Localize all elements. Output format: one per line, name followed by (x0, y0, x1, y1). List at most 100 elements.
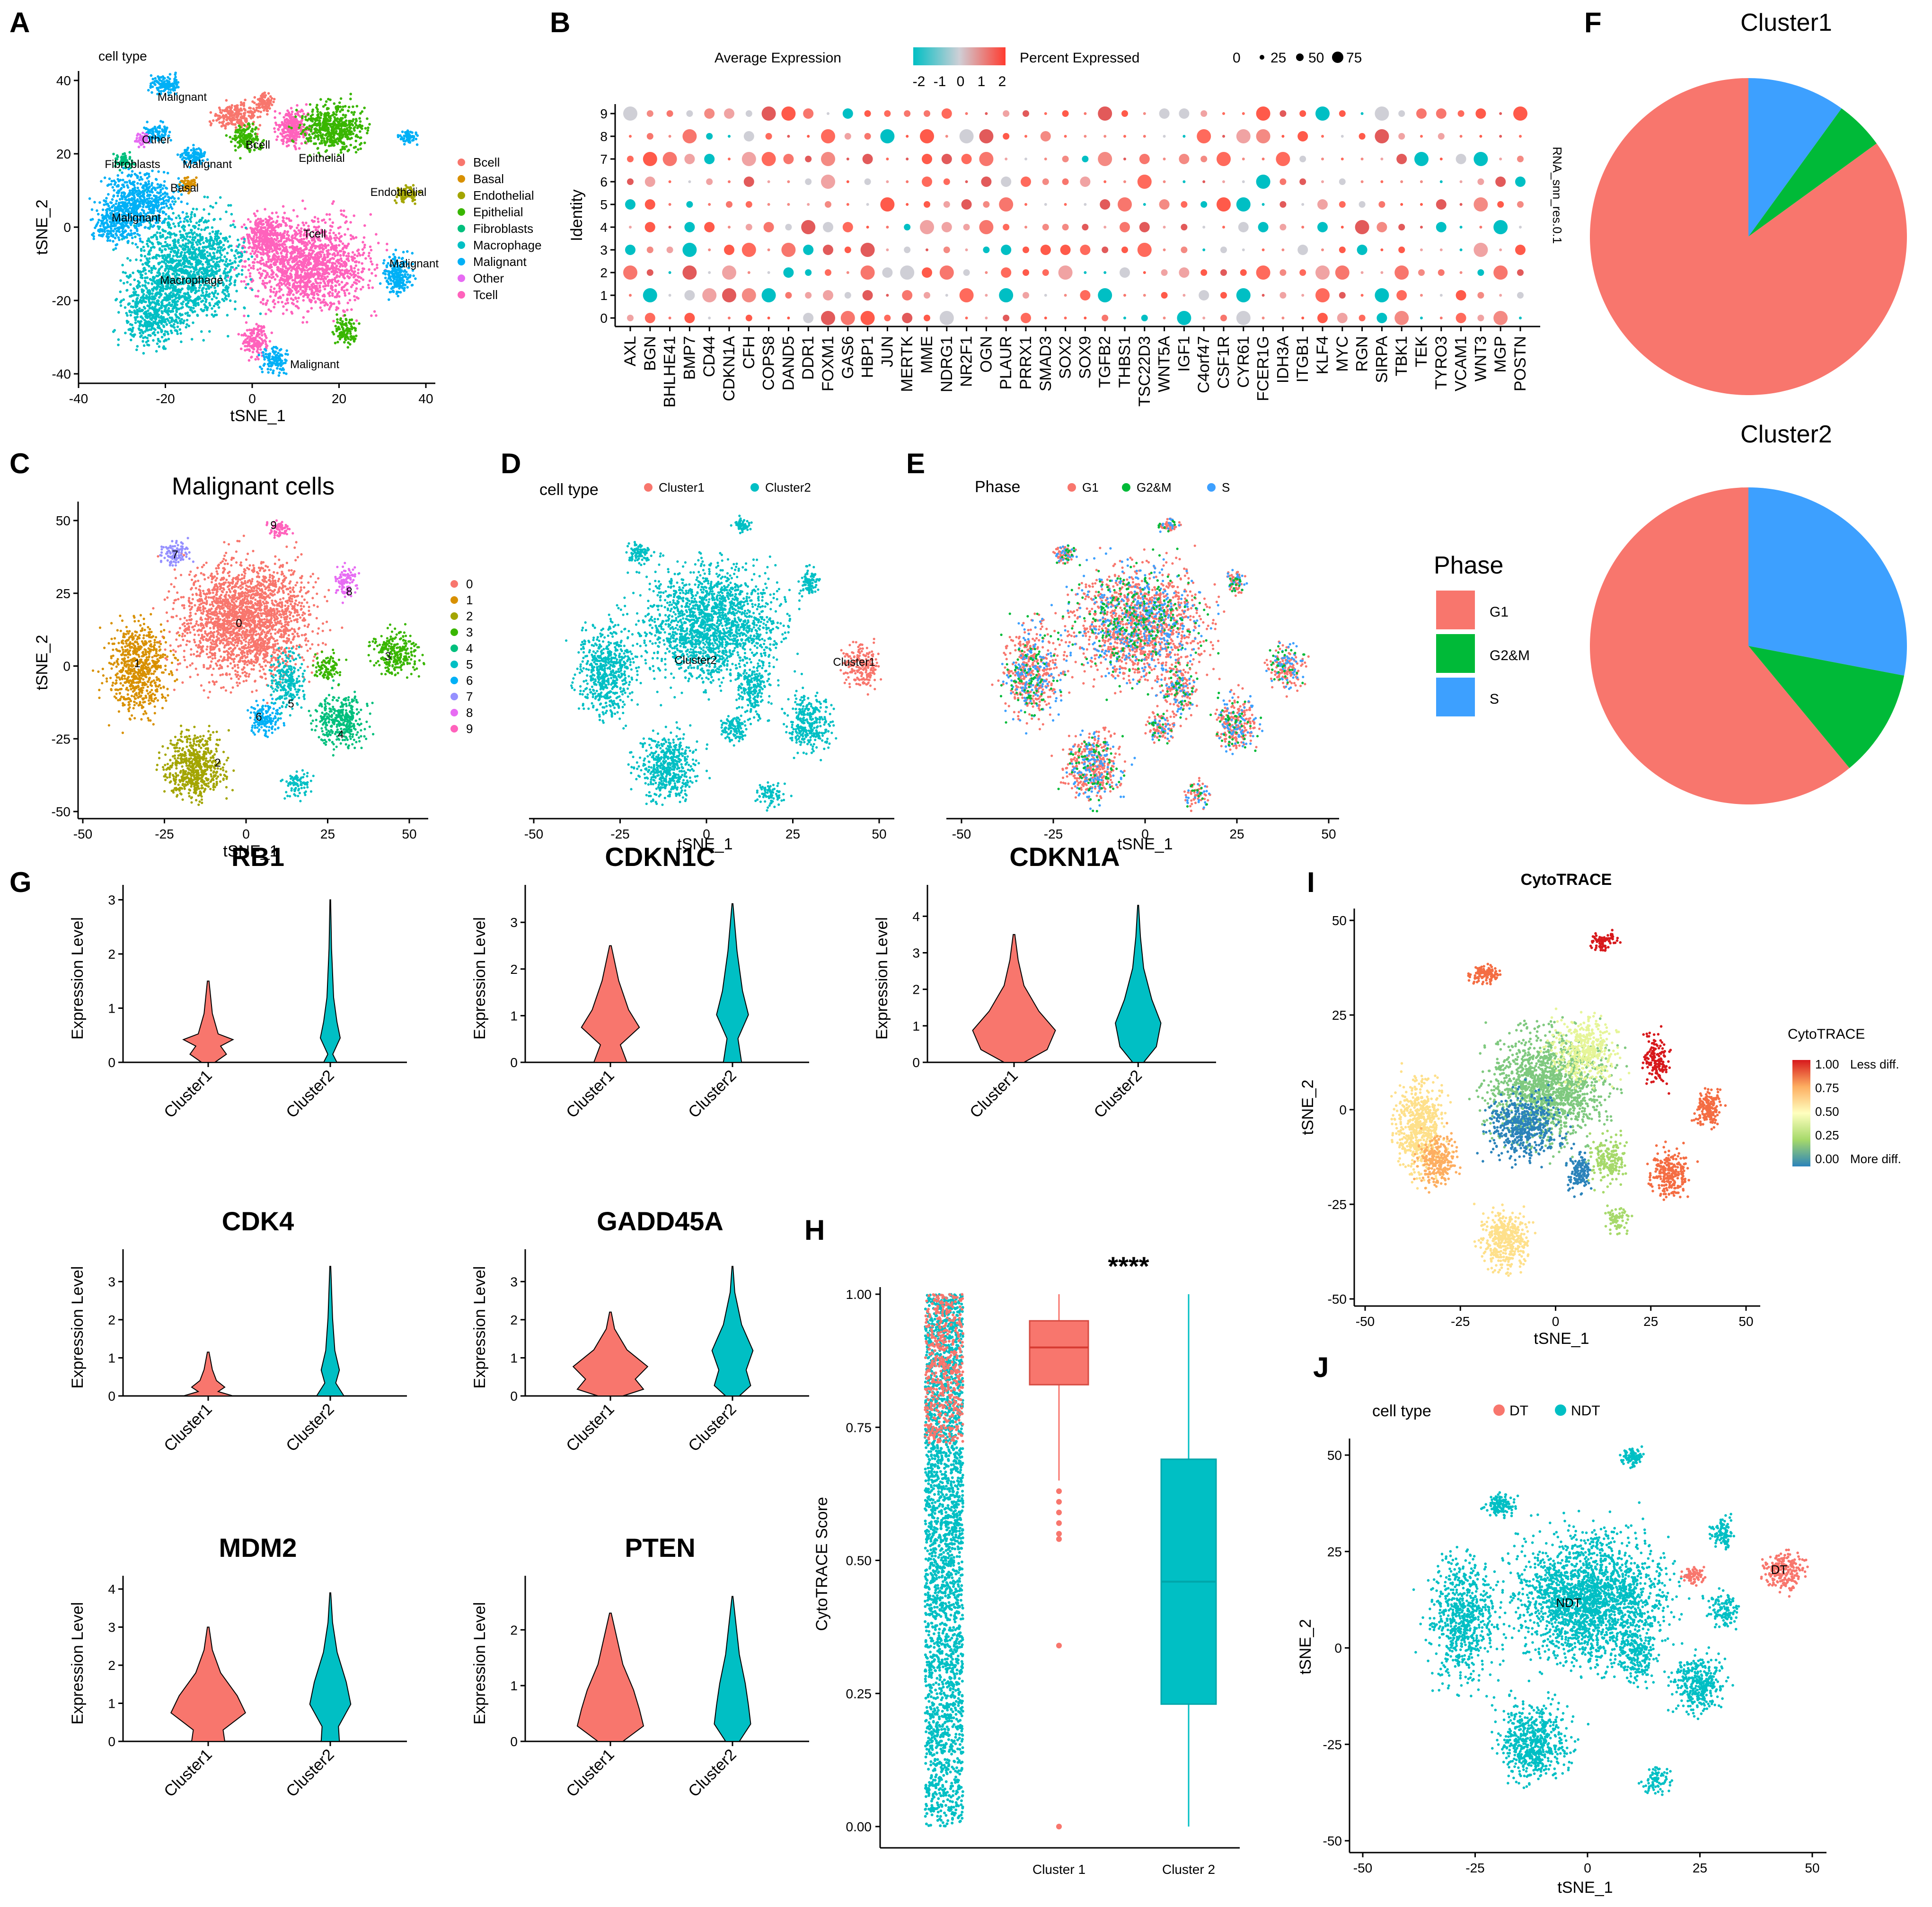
panel-b-dot (1279, 201, 1287, 208)
panel-c-legend-label: 3 (466, 625, 473, 639)
panel-i-points (1413, 1121, 1462, 1194)
panel-b-pct-tick: 75 (1346, 50, 1362, 66)
panel-i-points (1589, 928, 1622, 952)
violin-gene-title: CDKN1A (1009, 842, 1120, 872)
panel-j-legend-title: cell type (1372, 1402, 1431, 1420)
panel-b-dot (1197, 129, 1211, 143)
panel-c-legend-label: 8 (466, 706, 473, 720)
panel-b-dot (1339, 110, 1346, 117)
pie-1-slice-s (1748, 78, 1842, 237)
panel-i-xtick-label: 25 (1643, 1314, 1658, 1329)
panel-b-dot (1024, 203, 1027, 206)
panel-b-dot (1064, 135, 1067, 138)
panel-a-cluster-points (112, 265, 205, 355)
panel-b-dot (821, 311, 835, 325)
panel-b-dot (787, 203, 790, 206)
panel-d-points (627, 721, 711, 806)
panel-b-gene-label: MME (918, 336, 936, 373)
panel-d-points (797, 564, 821, 595)
panel-b-dot (646, 110, 653, 117)
panel-b-dot (728, 180, 731, 183)
panel-b-gene-label: SIRPA (1373, 336, 1391, 383)
panel-j-ytick-label: 0 (1334, 1641, 1342, 1656)
panel-b-dot (1242, 248, 1245, 251)
panel-b-dot (646, 247, 653, 253)
panel-j-points (1615, 1618, 1660, 1690)
panel-b-dot (1301, 203, 1305, 206)
panel-b-gene-label: CDKN1A (720, 336, 738, 401)
panel-b-dot (1163, 226, 1166, 229)
panel-c-legend-swatch (450, 709, 458, 716)
panel-b-dot (924, 292, 930, 299)
panel-b-dot (1236, 129, 1251, 143)
panel-b-dot (1420, 294, 1423, 297)
panel-a-cluster-points (100, 162, 192, 229)
violin-xtick-label: Cluster1 (160, 1746, 215, 1801)
panel-a-cluster-points (397, 129, 419, 146)
panel-i-title: CytoTRACE (1521, 871, 1612, 889)
panel-b-dot (1321, 248, 1324, 251)
panel-b-dot (1456, 154, 1466, 164)
panel-b-dot (842, 108, 853, 119)
panel-b-dot (1299, 269, 1306, 276)
panel-b-dot (1436, 222, 1447, 232)
panel-b-dot (1256, 175, 1270, 189)
panel-b-dot (644, 313, 655, 323)
panel-b-dot (1301, 294, 1305, 297)
panel-b-dot (1439, 317, 1443, 319)
panel-b-dot (945, 135, 948, 138)
panel-i-points (1690, 1087, 1727, 1130)
panel-j-xtick-label: 50 (1805, 1861, 1819, 1875)
panel-b-dot (1021, 313, 1031, 323)
panel-b-dot (1299, 156, 1306, 162)
violin-ytick-label: 0 (108, 1734, 115, 1749)
panel-b-dot (745, 315, 752, 321)
panel-b-dot (1080, 245, 1091, 255)
panel-b-gene-label: BMP7 (680, 336, 698, 380)
panel-b-dot (1337, 313, 1348, 323)
panel-b-expr-gradient (913, 47, 1006, 65)
violin-panel-gadd45a: GADD45A 0 1 2 3 Expression Level Cluster1 Clust… (471, 1206, 809, 1455)
panel-b-dot (924, 201, 930, 208)
panel-h-outlier (1056, 1499, 1062, 1505)
panel-b-dot (1141, 315, 1148, 321)
panel-b-dot (1084, 203, 1087, 206)
panel-b-dot (708, 203, 711, 206)
panel-b-gene-label: AXL (621, 336, 639, 366)
violin-gene-title: GADD45A (597, 1206, 723, 1236)
pie-2-slice-g2-m (1748, 646, 1905, 768)
panel-b-dot (1517, 269, 1524, 276)
panel-b-dot (985, 112, 988, 115)
panel-i-legend-tick: 0.50 (1815, 1104, 1839, 1119)
panel-a-cluster-points (178, 176, 198, 195)
panel-b-gene-label: GAS6 (839, 336, 857, 379)
panel-a-annotation: Malignant (112, 212, 161, 224)
panel-b-dot (860, 265, 875, 280)
panel-a-legend-label: Epithelial (473, 205, 523, 219)
panel-letter-g: G (9, 866, 32, 898)
panel-b-dot (1517, 292, 1524, 299)
panel-b-ytick-label: 8 (600, 129, 608, 144)
panel-j-tsne: cell type DT NDT NDT DT -50 -25 0 25 50 -50 -25 0… (1297, 1402, 1826, 1897)
panel-b-dot (1376, 222, 1387, 232)
panel-i-points (1476, 1078, 1575, 1169)
panel-b-dot (684, 222, 695, 232)
panel-a-cluster-points (226, 199, 388, 324)
panel-b-dot (906, 203, 909, 206)
panel-b-dot (1042, 178, 1049, 185)
panel-b-ytick-label: 3 (600, 243, 608, 257)
panel-b-dot (1181, 224, 1188, 230)
panel-b-dot (941, 222, 952, 232)
panel-b-dot (1202, 180, 1206, 183)
panel-j-xtick-label: 0 (1584, 1861, 1591, 1875)
violin-xtick-label: Cluster1 (966, 1067, 1021, 1121)
panel-b-dot (1398, 224, 1405, 230)
panel-a-cluster-points (273, 103, 316, 150)
panel-j-annotation: NDT (1556, 1596, 1581, 1610)
violin-gene-title: CDKN1C (605, 842, 715, 872)
violin-xtick-label: Cluster1 (160, 1067, 215, 1121)
panel-b-dot (1497, 201, 1504, 208)
panel-a-legend-swatch (458, 208, 465, 216)
panel-b-expr-tick: -2 (913, 74, 926, 89)
